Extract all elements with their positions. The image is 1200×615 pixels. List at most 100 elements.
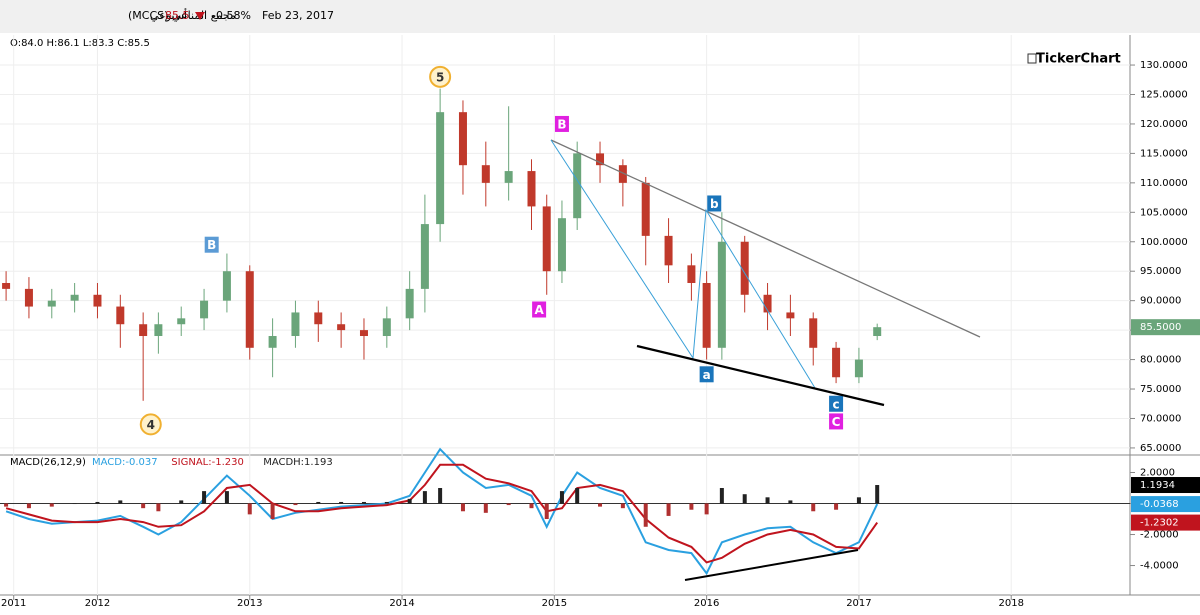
histogram-bar xyxy=(598,503,603,507)
stock-name: مجمع المناعي (MCCS) xyxy=(128,9,236,22)
legend-entry: SIGNAL:-1.230 xyxy=(171,457,244,468)
candle-body xyxy=(527,171,536,207)
candle-body xyxy=(458,112,467,166)
histogram-bar xyxy=(224,491,229,504)
candle-body xyxy=(664,235,673,266)
candle-body xyxy=(116,306,125,325)
y-tick-label: 80.0000 xyxy=(1140,355,1181,366)
histogram-bar xyxy=(316,501,321,504)
ohlc: O:84.0 H:86.1 L:83.3 C:85.5 xyxy=(10,38,150,49)
legend-entry: MACD:-0.037 xyxy=(92,457,158,468)
x-tick-label: 2018 xyxy=(998,598,1023,609)
histogram-bar xyxy=(422,491,427,504)
candle-body xyxy=(291,312,300,337)
y-tick-label: 95.0000 xyxy=(1140,266,1181,277)
candle-body xyxy=(359,330,368,337)
y-tick-label: 65.0000 xyxy=(1140,443,1181,454)
y-tick-label: 75.0000 xyxy=(1140,384,1181,395)
candle-body xyxy=(573,153,582,219)
wave-marker xyxy=(532,301,547,318)
histogram-bar xyxy=(575,488,580,504)
histogram-bar xyxy=(202,491,207,504)
wave-marker xyxy=(699,366,714,383)
histogram-bar xyxy=(361,501,366,504)
candle-body xyxy=(139,324,148,337)
value-tag xyxy=(1131,514,1200,531)
histogram-bar xyxy=(544,503,549,520)
y-tick-label: 2.0000 xyxy=(1140,468,1175,479)
histogram-bar xyxy=(438,488,443,504)
histogram-bar xyxy=(875,485,880,504)
histogram-bar xyxy=(384,501,389,504)
histogram-bar xyxy=(559,491,564,504)
candle-body xyxy=(200,300,209,319)
y-tick-label: 70.0000 xyxy=(1140,413,1181,424)
candle-body xyxy=(542,206,551,272)
last-price-label: 85.5000 xyxy=(1140,322,1181,333)
x-tick-label: 2014 xyxy=(389,598,414,609)
histogram-bar xyxy=(141,503,146,509)
down-arrow xyxy=(195,12,205,20)
x-tick-label: 2017 xyxy=(846,598,871,609)
candle-body xyxy=(596,153,605,166)
histogram-bar xyxy=(666,503,671,516)
histogram-bar xyxy=(811,503,816,512)
histogram-bar xyxy=(460,503,465,512)
x-tick-label: 2012 xyxy=(85,598,110,609)
candle-body xyxy=(618,165,627,183)
candle-body xyxy=(314,312,323,325)
candle-body xyxy=(420,224,429,289)
y-tick-label: 110.0000 xyxy=(1140,178,1188,189)
histogram-bar xyxy=(4,503,9,507)
candle-body xyxy=(832,347,841,378)
wave-marker xyxy=(139,413,162,436)
candle-body xyxy=(504,171,513,183)
candle-body xyxy=(405,288,414,319)
candle-body xyxy=(436,112,445,225)
value-tag-label: -0.0368 xyxy=(1140,499,1179,510)
histogram-bar xyxy=(339,501,344,504)
histogram-bar xyxy=(407,498,412,504)
change: -0.58% xyxy=(212,9,251,22)
value-tag-label: -1.2302 xyxy=(1140,518,1179,529)
candle-body xyxy=(557,218,566,272)
x-tick-label: 2015 xyxy=(542,598,567,609)
candle-body xyxy=(245,271,254,348)
histogram-bar xyxy=(95,501,100,504)
wave-line xyxy=(550,139,816,389)
y-tick-label: 100.0000 xyxy=(1140,237,1188,248)
y-tick-label: 115.0000 xyxy=(1140,148,1188,159)
histogram-bar xyxy=(72,503,77,505)
y-tick-label: 105.0000 xyxy=(1140,207,1188,218)
candle-body xyxy=(717,241,726,348)
histogram-bar xyxy=(179,500,184,504)
x-tick-label: 2011 xyxy=(1,598,26,609)
wave-label: A xyxy=(534,303,544,317)
wave-label: 4 xyxy=(147,418,155,432)
histogram-bar xyxy=(293,503,298,506)
wave-marker xyxy=(707,195,722,212)
histogram-bar xyxy=(856,497,861,504)
x-tick-label: 2013 xyxy=(237,598,262,609)
histogram-bar xyxy=(247,503,252,515)
candle-body xyxy=(154,324,163,337)
histogram-bar xyxy=(270,503,275,520)
macd-line xyxy=(5,447,879,576)
last-price-tag xyxy=(1131,319,1200,336)
candle-body xyxy=(70,294,79,301)
x-tick-label: 2016 xyxy=(694,598,719,609)
y-tick-label: -2.0000 xyxy=(1140,530,1179,541)
histogram-bar xyxy=(689,503,694,510)
trend-line xyxy=(684,549,859,581)
price: 85.5 xyxy=(165,9,190,22)
histogram-bar xyxy=(719,488,724,504)
candle-body xyxy=(809,318,818,348)
trend-lines xyxy=(550,139,981,581)
wave-marker xyxy=(554,115,569,132)
value-tag xyxy=(1131,496,1200,513)
candle-body xyxy=(786,312,795,319)
histogram-bar xyxy=(529,503,534,509)
brand-icon xyxy=(1027,53,1037,64)
y-tick-label: 120.0000 xyxy=(1140,119,1188,130)
wave-marker xyxy=(829,413,844,430)
